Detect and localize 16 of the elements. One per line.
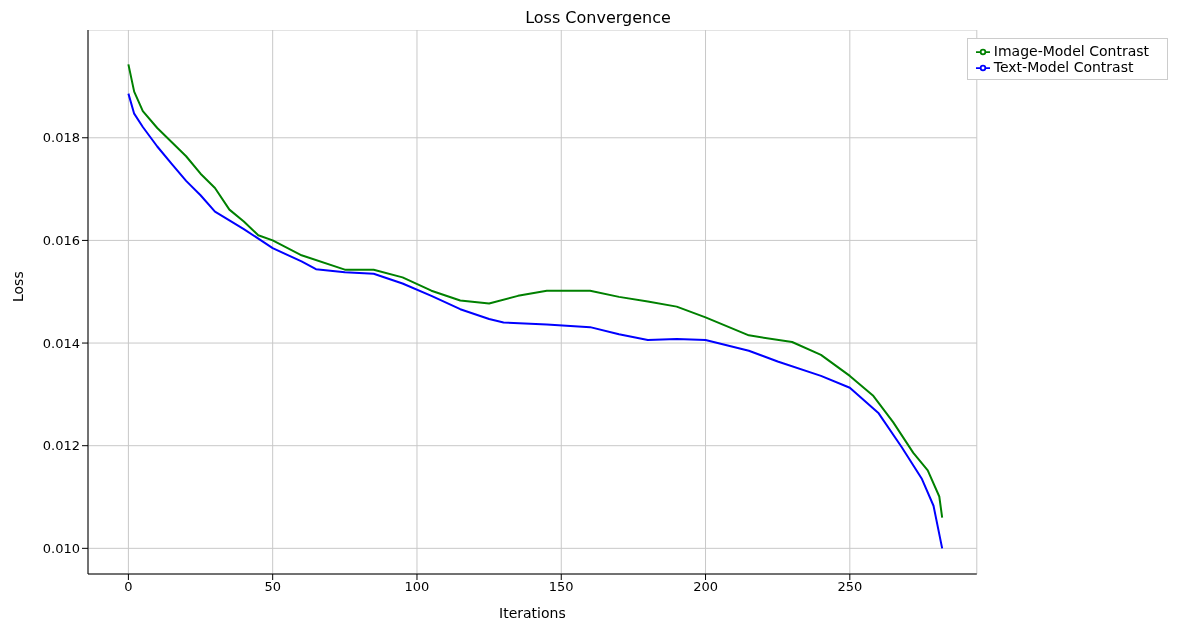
x-tick-label: 250 [837,579,863,595]
x-tick-label: 150 [548,579,574,595]
y-axis-title: Loss [9,271,26,302]
y-tick-label: 0.018 [42,130,80,146]
x-tick-label: 0 [124,579,133,595]
legend-label: Image-Model Contrast [993,43,1149,59]
legend-label: Text-Model Contrast [993,59,1134,75]
y-tick-label: 0.014 [42,335,80,351]
x-axis-title: Iterations [499,604,566,621]
y-tick-label: 0.012 [42,438,80,454]
y-tick-label: 0.016 [42,233,80,249]
x-tick-label: 50 [264,579,281,595]
chart-title: Loss Convergence [524,8,672,29]
y-tick-label: 0.010 [42,540,80,556]
x-tick-label: 100 [404,579,430,595]
x-tick-label: 200 [693,579,718,595]
